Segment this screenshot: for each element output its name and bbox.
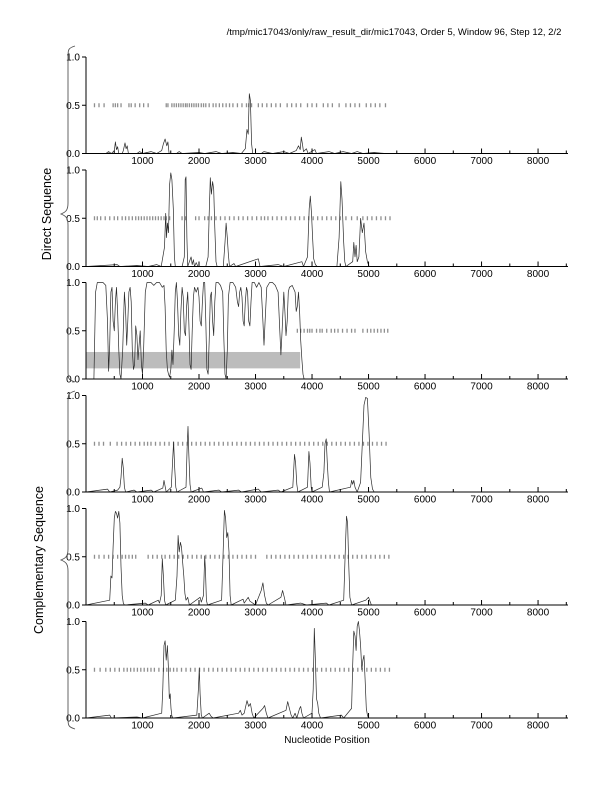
x-tick-label: 2000	[188, 495, 211, 506]
y-tick-label: 0.0	[66, 149, 80, 160]
x-tick-label: 8000	[527, 156, 550, 167]
x-tick-label: 3000	[244, 382, 267, 393]
x-tick-label: 7000	[470, 269, 493, 280]
y-tick-label: 0.0	[66, 601, 80, 612]
y-tick-label: 0.5	[66, 214, 80, 225]
x-tick-label: 2000	[188, 382, 211, 393]
x-tick-label: 7000	[470, 382, 493, 393]
x-tick-label: 1000	[131, 382, 154, 393]
x-tick-label: 1000	[131, 721, 154, 732]
panel-3: 0.0 0.5 1.0 1000 2000 3000 4000 5000 6000 7000 800…	[66, 278, 568, 393]
x-tick-label: 2000	[188, 269, 211, 280]
x-tick-label: 8000	[527, 382, 550, 393]
y-tick-label: 1.0	[66, 617, 80, 628]
x-tick-label: 5000	[357, 495, 380, 506]
x-tick-label: 8000	[527, 608, 550, 619]
y-tick-label: 0.5	[66, 439, 80, 450]
x-tick-label: 6000	[414, 269, 437, 280]
x-tick-label: 5000	[357, 721, 380, 732]
x-tick-label: 3000	[244, 269, 267, 280]
panel-5: 0.0 0.5 1.0 1000 2000 3000 4000 5000 6000 7000 800…	[66, 504, 568, 619]
predicted-region-bar	[86, 351, 301, 369]
complementary-group-brace	[59, 390, 76, 730]
x-tick-label: 5000	[357, 382, 380, 393]
x-tick-label: 4000	[301, 382, 324, 393]
panel-2: 0.0 0.5 1.0 1000 2000 3000 4000 5000 6000 7000 800…	[66, 166, 568, 280]
x-tick-label: 1000	[131, 608, 154, 619]
x-tick-label: 2000	[188, 721, 211, 732]
coding-probability-curve	[86, 93, 568, 154]
panel-4: 0.0 0.5 1.0 1000 2000 3000 4000 5000 6000 7000 800…	[66, 391, 568, 506]
y-tick-label: 1.0	[66, 278, 80, 289]
x-tick-label: 2000	[188, 608, 211, 619]
x-tick-label: 5000	[357, 156, 380, 167]
coding-probability-curve	[85, 621, 568, 719]
y-tick-label: 1.0	[66, 504, 80, 515]
x-tick-label: 4000	[301, 495, 324, 506]
coding-probability-curve	[85, 397, 568, 493]
y-tick-label: 0.5	[66, 552, 80, 563]
x-tick-label: 6000	[414, 608, 437, 619]
x-tick-label: 1000	[131, 156, 154, 167]
x-tick-label: 5000	[357, 269, 380, 280]
x-tick-label: 8000	[527, 495, 550, 506]
x-tick-label: 6000	[414, 156, 437, 167]
x-tick-label: 4000	[301, 269, 324, 280]
panel-1: 0.0 0.5 1.0 1000 2000 3000 4000 5000 6000 7000 800…	[66, 53, 568, 167]
plot-title: /tmp/mic17043/only/raw_result_dir/mic170…	[226, 27, 562, 38]
panel-6: 0.0 0.5 1.0 1000 2000 3000 4000 5000 6000 7000 800…	[66, 617, 568, 732]
y-tick-label: 1.0	[66, 391, 80, 402]
x-tick-label: 7000	[470, 495, 493, 506]
x-tick-label: 7000	[470, 721, 493, 732]
y-tick-label: 0.0	[66, 714, 80, 725]
x-tick-label: 8000	[527, 721, 550, 732]
direct-group-brace	[59, 45, 76, 383]
y-tick-label: 0.5	[66, 101, 80, 112]
coding-probability-curve	[85, 172, 568, 267]
x-axis-label: Nucleotide Position	[284, 735, 370, 746]
x-tick-label: 1000	[131, 495, 154, 506]
x-tick-label: 4000	[301, 721, 324, 732]
x-tick-label: 1000	[131, 269, 154, 280]
x-tick-label: 3000	[244, 495, 267, 506]
y-tick-label: 0.0	[66, 262, 80, 273]
y-tick-label: 0.5	[66, 326, 80, 337]
x-tick-label: 3000	[244, 721, 267, 732]
x-tick-label: 6000	[414, 721, 437, 732]
x-tick-label: 2000	[188, 156, 211, 167]
y-tick-label: 0.0	[66, 375, 80, 386]
x-tick-label: 3000	[244, 156, 267, 167]
x-tick-label: 3000	[244, 608, 267, 619]
y-tick-label: 0.5	[66, 665, 80, 676]
coding-probability-curve	[86, 282, 568, 380]
x-tick-label: 7000	[470, 156, 493, 167]
y-tick-label: 1.0	[66, 166, 80, 177]
x-tick-label: 4000	[301, 156, 324, 167]
x-tick-label: 6000	[414, 495, 437, 506]
x-tick-label: 6000	[414, 382, 437, 393]
x-tick-label: 5000	[357, 608, 380, 619]
y-tick-label: 1.0	[66, 53, 80, 64]
y-tick-label: 0.0	[66, 488, 80, 499]
x-tick-label: 8000	[527, 269, 550, 280]
x-tick-label: 7000	[470, 608, 493, 619]
coding-probability-curve	[85, 510, 568, 606]
x-tick-label: 4000	[301, 608, 324, 619]
